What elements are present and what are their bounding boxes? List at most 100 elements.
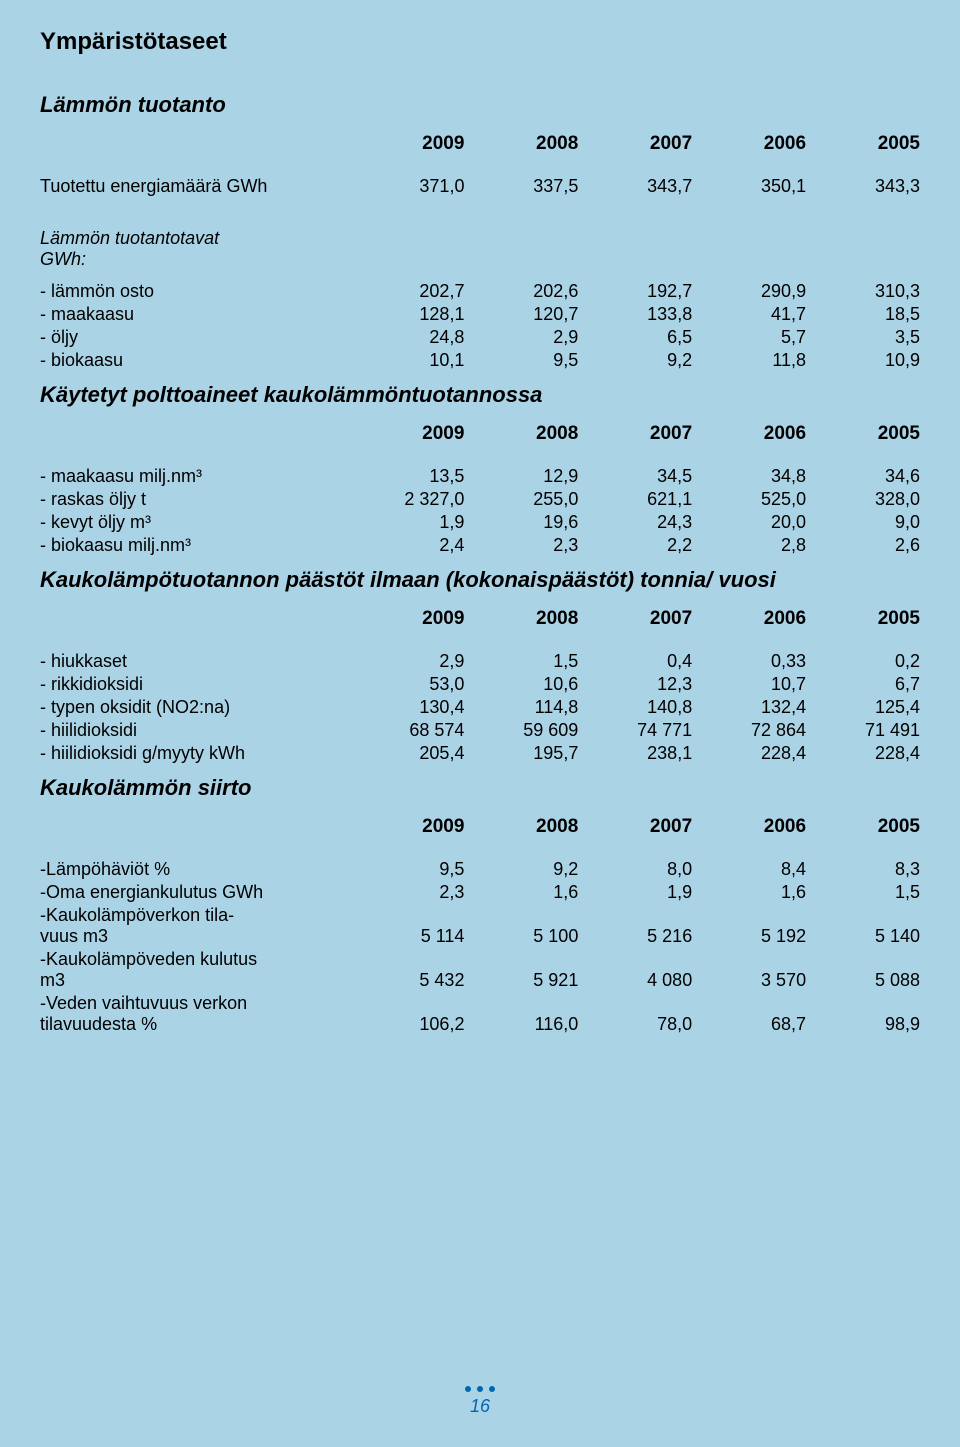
data-cell: 621,1	[578, 488, 692, 511]
row-label: Tuotettu energiamäärä GWh	[40, 175, 351, 198]
data-cell: 6,7	[806, 673, 920, 696]
data-cell: 13,5	[351, 465, 465, 488]
data-cell: 2,4	[351, 534, 465, 557]
data-cell: 525,0	[692, 488, 806, 511]
section1-title: Lämmön tuotanto	[40, 92, 920, 118]
row-label: -Lämpöhäviöt %	[40, 858, 351, 881]
data-cell: 10,9	[806, 349, 920, 372]
year-header: 2007	[578, 607, 692, 636]
row-label: - maakaasu	[40, 303, 351, 326]
data-cell: 5 432	[351, 948, 465, 992]
data-cell: 3 570	[692, 948, 806, 992]
section3-table: 20092008200720062005- hiukkaset2,91,50,4…	[40, 607, 920, 765]
data-cell: 2 327,0	[351, 488, 465, 511]
data-cell: 9,2	[464, 858, 578, 881]
data-cell: 1,9	[351, 511, 465, 534]
data-cell: 2,3	[351, 881, 465, 904]
year-header: 2005	[806, 132, 920, 161]
data-cell: 0,2	[806, 650, 920, 673]
year-header: 2008	[464, 132, 578, 161]
row-label: - hiukkaset	[40, 650, 351, 673]
year-header: 2009	[351, 422, 465, 451]
row-label: - hiilidioksidi	[40, 719, 351, 742]
row-label: Lämmön tuotantotavatGWh:	[40, 212, 351, 280]
data-cell: 343,7	[578, 175, 692, 198]
data-cell: 1,6	[692, 881, 806, 904]
data-cell: 72 864	[692, 719, 806, 742]
data-cell: 120,7	[464, 303, 578, 326]
data-cell: 228,4	[692, 742, 806, 765]
data-cell: 9,2	[578, 349, 692, 372]
data-cell: 5 114	[351, 904, 465, 948]
data-cell: 114,8	[464, 696, 578, 719]
section2-title: Käytetyt polttoaineet kaukolämmöntuotann…	[40, 382, 920, 408]
data-cell: 12,3	[578, 673, 692, 696]
data-cell: 337,5	[464, 175, 578, 198]
section4-table: 20092008200720062005-Lämpöhäviöt %9,59,2…	[40, 815, 920, 1036]
row-label: - rikkidioksidi	[40, 673, 351, 696]
data-cell: 3,5	[806, 326, 920, 349]
year-header: 2007	[578, 422, 692, 451]
data-cell: 18,5	[806, 303, 920, 326]
data-cell: 34,6	[806, 465, 920, 488]
data-cell: 6,5	[578, 326, 692, 349]
year-header: 2006	[692, 815, 806, 844]
data-cell: 371,0	[351, 175, 465, 198]
data-cell: 5 192	[692, 904, 806, 948]
row-label: - öljy	[40, 326, 351, 349]
data-cell: 343,3	[806, 175, 920, 198]
data-cell: 41,7	[692, 303, 806, 326]
data-cell: 10,7	[692, 673, 806, 696]
section2-table: 20092008200720062005- maakaasu milj.nm³1…	[40, 422, 920, 557]
data-cell: 9,5	[351, 858, 465, 881]
row-label: - kevyt öljy m³	[40, 511, 351, 534]
data-cell: 24,3	[578, 511, 692, 534]
year-header: 2008	[464, 815, 578, 844]
data-cell: 34,5	[578, 465, 692, 488]
data-cell: 10,1	[351, 349, 465, 372]
page-number: 16	[465, 1386, 495, 1417]
data-cell: 59 609	[464, 719, 578, 742]
year-header: 2005	[806, 422, 920, 451]
year-header: 2007	[578, 132, 692, 161]
data-cell: 53,0	[351, 673, 465, 696]
year-header: 2005	[806, 607, 920, 636]
data-cell: 74 771	[578, 719, 692, 742]
data-cell: 5 216	[578, 904, 692, 948]
data-cell: 202,6	[464, 280, 578, 303]
year-header: 2008	[464, 607, 578, 636]
data-cell: 5 088	[806, 948, 920, 992]
row-label: - raskas öljy t	[40, 488, 351, 511]
data-cell: 195,7	[464, 742, 578, 765]
data-cell: 5 921	[464, 948, 578, 992]
data-cell: 1,5	[464, 650, 578, 673]
data-cell: 34,8	[692, 465, 806, 488]
page-title: Ympäristötaseet	[40, 28, 920, 56]
row-label: - lämmön osto	[40, 280, 351, 303]
data-cell: 0,4	[578, 650, 692, 673]
year-header: 2009	[351, 815, 465, 844]
data-cell: 8,4	[692, 858, 806, 881]
data-cell: 130,4	[351, 696, 465, 719]
data-cell: 202,7	[351, 280, 465, 303]
data-cell: 328,0	[806, 488, 920, 511]
row-label: -Oma energiankulutus GWh	[40, 881, 351, 904]
decorative-dots	[465, 1386, 495, 1392]
data-cell: 2,9	[464, 326, 578, 349]
section1-table: 20092008200720062005Tuotettu energiamäär…	[40, 132, 920, 372]
data-cell: 290,9	[692, 280, 806, 303]
data-cell: 12,9	[464, 465, 578, 488]
year-header: 2005	[806, 815, 920, 844]
row-label: - maakaasu milj.nm³	[40, 465, 351, 488]
page-number-value: 16	[465, 1396, 495, 1417]
data-cell: 19,6	[464, 511, 578, 534]
data-cell: 1,5	[806, 881, 920, 904]
data-cell: 5 100	[464, 904, 578, 948]
data-cell: 106,2	[351, 992, 465, 1036]
data-cell: 310,3	[806, 280, 920, 303]
data-cell: 78,0	[578, 992, 692, 1036]
data-cell: 9,0	[806, 511, 920, 534]
data-cell: 8,3	[806, 858, 920, 881]
data-cell: 350,1	[692, 175, 806, 198]
data-cell: 9,5	[464, 349, 578, 372]
